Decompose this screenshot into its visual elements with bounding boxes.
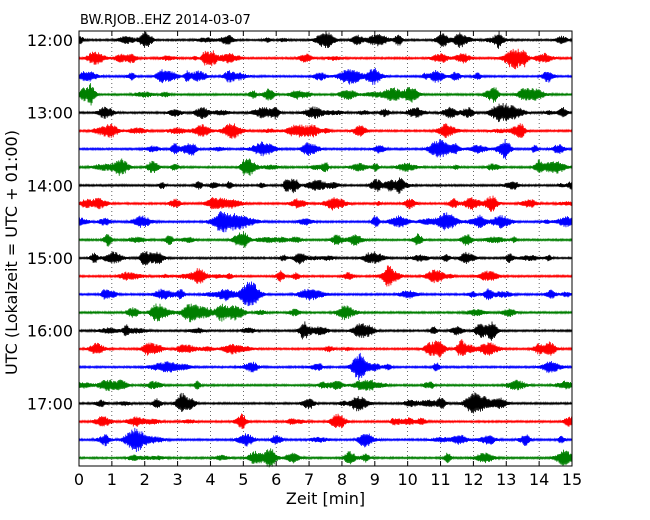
seismic-trace <box>78 177 573 194</box>
seismic-trace <box>78 48 573 70</box>
x-tick-label: 10 <box>397 470 417 489</box>
seismic-trace <box>78 392 573 414</box>
x-tick-label: 15 <box>562 470 582 489</box>
x-tick-label: 8 <box>337 470 347 489</box>
seismic-trace <box>78 352 573 381</box>
seismic-trace <box>78 281 573 307</box>
x-tick-label: 12 <box>463 470 483 489</box>
x-tick-label: 5 <box>238 470 248 489</box>
traces <box>78 30 573 468</box>
y-tick-label: 17:00 <box>27 394 73 413</box>
x-tick-label: 9 <box>370 470 380 489</box>
seismic-trace <box>78 265 573 287</box>
y-tick-label: 16:00 <box>27 322 73 341</box>
seismic-trace <box>78 321 573 341</box>
x-tick-label: 2 <box>140 470 150 489</box>
x-tick-label: 14 <box>529 470 549 489</box>
x-tick-label: 6 <box>271 470 281 489</box>
seismic-trace <box>78 30 573 49</box>
seismic-trace <box>78 379 573 392</box>
seismic-trace <box>78 123 573 139</box>
y-tick-label: 15:00 <box>27 249 73 268</box>
y-axis: 12:00 13:00 14:00 15:00 16:00 17:00 <box>27 31 572 413</box>
seismic-trace <box>78 138 573 160</box>
seismic-trace <box>78 83 573 106</box>
grid <box>111 31 540 466</box>
x-tick-label: 1 <box>107 470 117 489</box>
x-tick-label: 4 <box>205 470 215 489</box>
y-tick-label: 13:00 <box>27 104 73 123</box>
seismic-trace <box>78 103 573 123</box>
seismic-trace <box>78 303 573 323</box>
seismic-trace <box>78 195 573 212</box>
x-tick-label: 13 <box>496 470 516 489</box>
seismic-trace <box>78 251 573 266</box>
x-tick-label: 0 <box>74 470 84 489</box>
y-tick-label: 12:00 <box>27 31 73 50</box>
x-axis: 0 1 2 3 4 5 6 7 8 9 10 11 12 13 14 15 <box>74 31 582 489</box>
seismic-trace <box>78 427 573 452</box>
x-tick-label: 7 <box>304 470 314 489</box>
seismic-trace <box>78 211 573 233</box>
seismic-trace <box>78 231 573 248</box>
seismic-trace <box>78 448 573 468</box>
seismic-trace <box>78 413 573 429</box>
seismic-trace <box>78 158 573 176</box>
y-axis-title: UTC (Lokalzeit = UTC + 01:00) <box>2 130 21 375</box>
plot-frame <box>78 30 573 467</box>
x-axis-title: Zeit [min] <box>286 489 365 508</box>
x-tick-label: 3 <box>173 470 183 489</box>
seismic-trace <box>78 339 573 358</box>
x-tick-label: 11 <box>430 470 450 489</box>
y-tick-label: 14:00 <box>27 176 73 195</box>
seismic-trace <box>78 68 573 85</box>
chart-title: BW.RJOB..EHZ 2014-03-07 <box>80 13 251 28</box>
